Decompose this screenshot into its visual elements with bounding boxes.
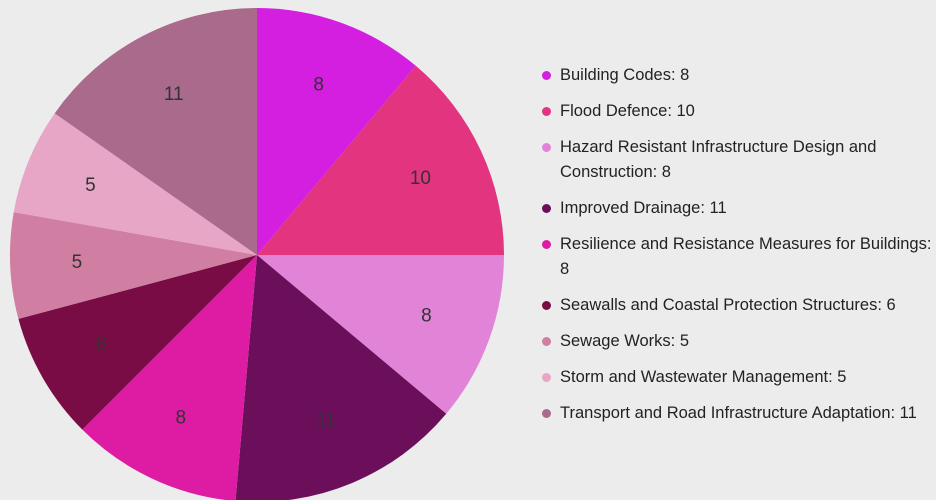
legend-marker — [542, 337, 551, 346]
legend-label: Sewage Works: 5 — [560, 332, 690, 350]
legend-marker — [542, 240, 551, 249]
legend-marker — [542, 143, 551, 152]
legend-label: Storm and Wastewater Management: 5 — [560, 368, 847, 386]
slice-label: 10 — [410, 168, 431, 189]
slice-label: 11 — [316, 411, 336, 432]
legend-marker — [542, 373, 551, 382]
pie-slice — [10, 212, 258, 319]
legend-marker — [542, 409, 551, 418]
slice-label: 8 — [421, 306, 432, 327]
pie-slice — [82, 255, 257, 500]
legend-label: Hazard Resistant Infrastructure Design a… — [560, 138, 877, 181]
legend-label: Improved Drainage: 11 — [560, 199, 727, 217]
legend-item: Resilience and Resistance Measures for B… — [540, 232, 936, 282]
slice-label: 11 — [164, 84, 184, 105]
pie-slice — [257, 65, 504, 256]
pie-slice — [235, 255, 447, 500]
legend-label: Building Codes: 8 — [560, 66, 690, 84]
pie-slice — [54, 8, 257, 255]
slice-label: 6 — [96, 334, 107, 355]
legend-marker — [542, 71, 551, 80]
legend-marker — [542, 301, 551, 310]
legend-label: Seawalls and Coastal Protection Structur… — [560, 296, 896, 314]
legend-marker — [542, 107, 551, 116]
legend-item: Hazard Resistant Infrastructure Design a… — [540, 135, 936, 185]
legend-item: Transport and Road Infrastructure Adapta… — [540, 401, 936, 426]
slice-label: 5 — [72, 252, 83, 273]
legend-item: Building Codes: 8 — [540, 63, 936, 88]
legend-label: Flood Defence: 10 — [560, 102, 695, 120]
legend-item: Sewage Works: 5 — [540, 329, 936, 354]
legend-item: Improved Drainage: 11 — [540, 196, 936, 221]
slice-label: 5 — [85, 175, 96, 196]
legend-item: Storm and Wastewater Management: 5 — [540, 365, 936, 390]
pie-slice — [13, 113, 257, 255]
chart: 8 10 8 11 8 6 5 5 11 — [10, 8, 504, 500]
legend-item: Flood Defence: 10 — [540, 99, 936, 124]
legend-item: Seawalls and Coastal Protection Structur… — [540, 293, 936, 318]
legend-label: Resilience and Resistance Measures for B… — [560, 235, 932, 278]
pie-slice — [18, 255, 257, 430]
pie-slice — [257, 8, 416, 255]
slice-label: 8 — [176, 407, 187, 428]
legend-marker — [542, 204, 551, 213]
pie-slice — [257, 255, 504, 414]
legend-label: Transport and Road Infrastructure Adapta… — [560, 404, 917, 422]
slice-label: 8 — [313, 75, 324, 96]
legend: Building Codes: 8 Flood Defence: 10 Hazard… — [540, 63, 936, 437]
